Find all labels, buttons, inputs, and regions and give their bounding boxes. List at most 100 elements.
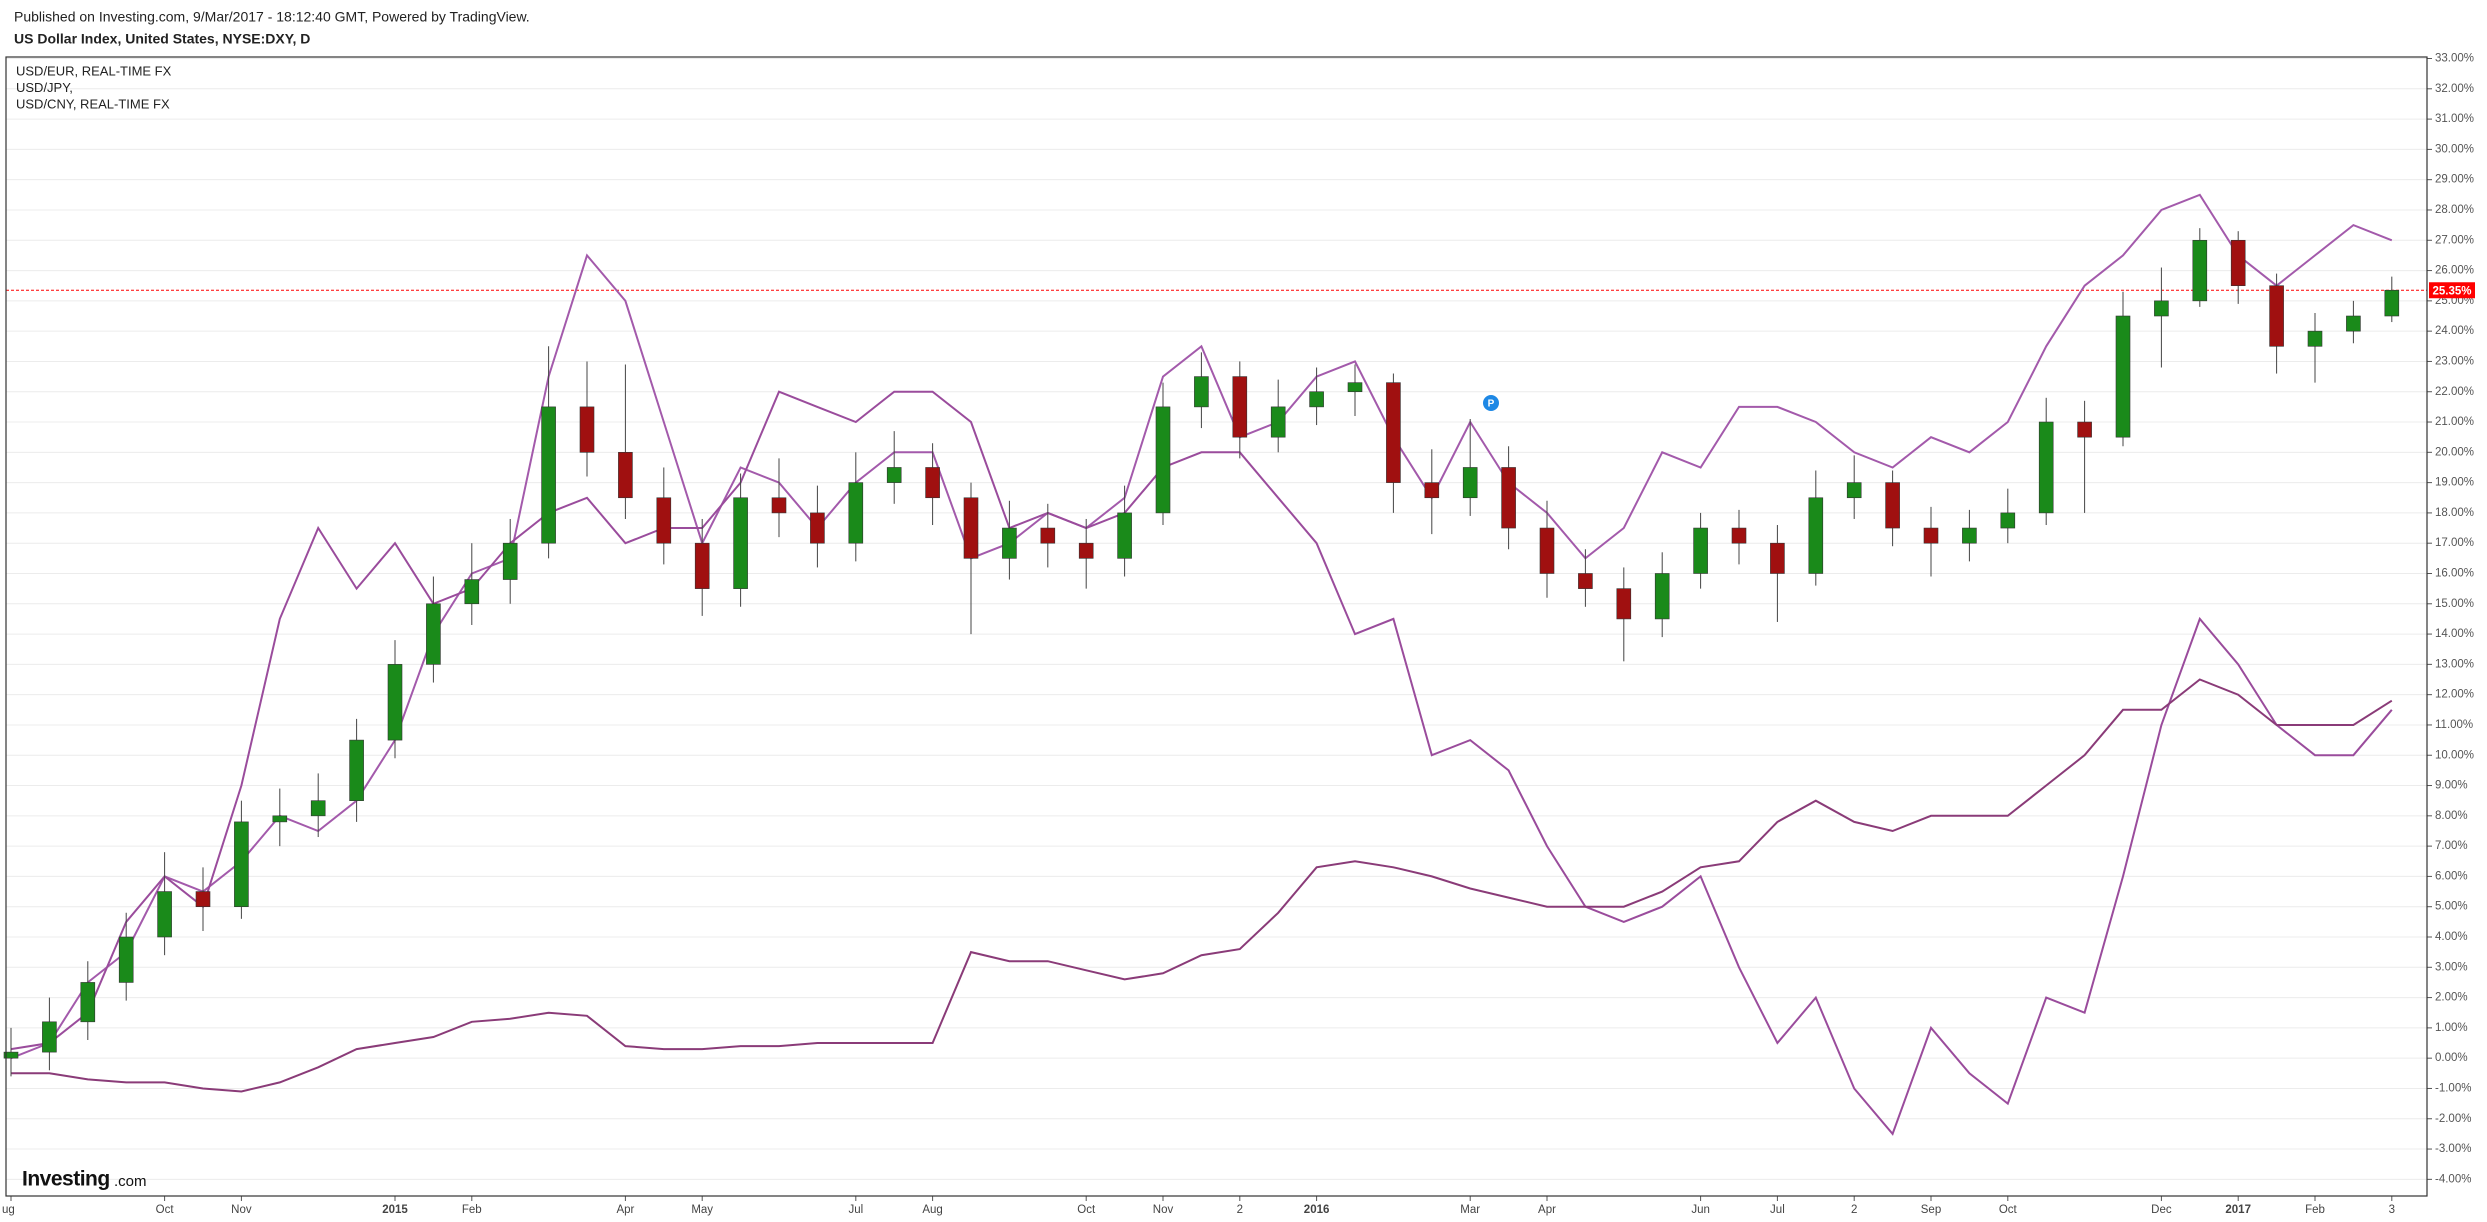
x-tick-label: Jul: [1770, 1204, 1785, 1216]
series-line: [10, 193, 2393, 1060]
y-tick-label: 33.00%: [2435, 53, 2474, 65]
candle-body: [733, 497, 748, 589]
x-tick-label: Apr: [1538, 1204, 1556, 1216]
y-tick-label: 10.00%: [2435, 749, 2474, 761]
y-tick-label: 9.00%: [2435, 780, 2468, 792]
chart-title: US Dollar Index, United States, NYSE:DXY…: [14, 31, 310, 47]
y-tick-label: 30.00%: [2435, 143, 2474, 155]
candle-body: [963, 497, 979, 559]
y-tick-label: 27.00%: [2435, 234, 2474, 246]
candle-body: [1002, 527, 1017, 559]
candle-body: [618, 452, 633, 499]
candle-body: [2346, 315, 2361, 332]
y-tick-label: -1.00%: [2435, 1082, 2471, 1094]
y-tick-label: 16.00%: [2435, 568, 2474, 580]
candle-body: [2000, 512, 2016, 529]
candle-body: [2192, 239, 2208, 302]
y-tick-label: 7.00%: [2435, 840, 2468, 852]
price-label-box: [2429, 282, 2475, 299]
x-tick-label: Nov: [231, 1204, 252, 1216]
candle-body: [2154, 300, 2169, 317]
y-tick-label: 4.00%: [2435, 931, 2468, 943]
header: Published on Investing.com, 9/Mar/2017 -…: [14, 9, 530, 25]
x-tick-label: Aug: [922, 1204, 942, 1216]
x-tick-label: 2: [1237, 1204, 1243, 1216]
candle-body: [1501, 467, 1516, 529]
candle-body: [656, 497, 672, 544]
candle-body: [1040, 527, 1056, 544]
candle-body: [1846, 482, 1862, 499]
candle-body: [2115, 315, 2131, 438]
y-tick-label: 31.00%: [2435, 113, 2474, 125]
candle-body: [1232, 376, 1248, 438]
y-tick-label: -4.00%: [2435, 1173, 2471, 1185]
candle-body: [771, 497, 787, 514]
candle-body: [2384, 289, 2400, 317]
candle-body: [42, 1021, 57, 1053]
candle-body: [1424, 482, 1440, 499]
event-marker-label: P: [1488, 399, 1495, 410]
y-tick-label: 2.00%: [2435, 992, 2468, 1004]
y-tick-label: 24.00%: [2435, 325, 2474, 337]
series-line: [10, 390, 2393, 1136]
y-tick-label: 22.00%: [2435, 386, 2474, 398]
price-label: 25.35%: [2432, 285, 2471, 297]
candle-body: [2077, 421, 2092, 438]
y-tick-label: 19.00%: [2435, 477, 2474, 489]
x-tick-label: 3: [2389, 1204, 2395, 1216]
candle-body: [1731, 527, 1747, 544]
candle-body: [464, 579, 480, 605]
y-tick-label: 8.00%: [2435, 810, 2468, 822]
y-tick-label: 20.00%: [2435, 446, 2474, 458]
candle-body: [886, 467, 902, 483]
candle-body: [80, 982, 96, 1023]
y-tick-label: 0.00%: [2435, 1052, 2468, 1064]
y-tick-label: 17.00%: [2435, 537, 2474, 549]
x-tick-label: 2017: [2225, 1204, 2251, 1216]
x-tick-label: Feb: [462, 1204, 482, 1216]
candle-body: [1347, 382, 1363, 393]
x-tick-label: Dec: [2151, 1204, 2172, 1216]
candle-body: [694, 542, 710, 589]
candle-body: [1654, 573, 1670, 620]
y-tick-label: 14.00%: [2435, 628, 2474, 640]
candle-body: [1923, 527, 1939, 544]
candle-body: [349, 739, 364, 801]
y-tick-label: 29.00%: [2435, 174, 2474, 186]
legend-entry: USD/CNY, REAL-TIME FX: [16, 96, 170, 111]
legend-entry: USD/JPY,: [16, 80, 73, 95]
candle-body: [310, 800, 326, 817]
candle-body: [2230, 239, 2246, 287]
x-tick-label: Feb: [2305, 1204, 2325, 1216]
y-tick-label: 11.00%: [2435, 719, 2473, 731]
candle-body: [579, 406, 595, 453]
x-tick-label: 2016: [1304, 1204, 1330, 1216]
plot-frame: [5, 56, 2428, 1197]
candle-body: [1962, 527, 1977, 544]
legend: USD/EUR, REAL-TIME FX USD/JPY,USD/CNY, RE…: [16, 63, 172, 111]
event-marker[interactable]: [1483, 395, 1499, 411]
x-tick-label: Mar: [1460, 1204, 1480, 1216]
candle-body: [1117, 512, 1132, 559]
candle-body: [925, 467, 940, 499]
y-tick-label: 21.00%: [2435, 416, 2474, 428]
candle-body: [810, 512, 825, 544]
candle-body: [3, 1051, 19, 1059]
y-tick-label: 1.00%: [2435, 1022, 2468, 1034]
x-tick-label: 2015: [382, 1204, 408, 1216]
y-tick-label: 5.00%: [2435, 901, 2468, 913]
x-tick-label: Nov: [1153, 1204, 1174, 1216]
candle-body: [1078, 542, 1094, 559]
candle-body: [2269, 285, 2284, 347]
x-tick-label: 2: [1851, 1204, 1857, 1216]
y-tick-label: 15.00%: [2435, 598, 2474, 610]
x-tick-label: Jun: [1691, 1204, 1710, 1216]
candle-body: [195, 891, 211, 908]
legend-entry: USD/EUR, REAL-TIME FX: [16, 63, 172, 78]
x-tick-label: Oct: [156, 1204, 175, 1216]
candle-body: [426, 603, 441, 665]
candle-body: [1539, 527, 1555, 574]
candle-body: [1693, 527, 1708, 574]
candle-body: [2307, 330, 2323, 347]
